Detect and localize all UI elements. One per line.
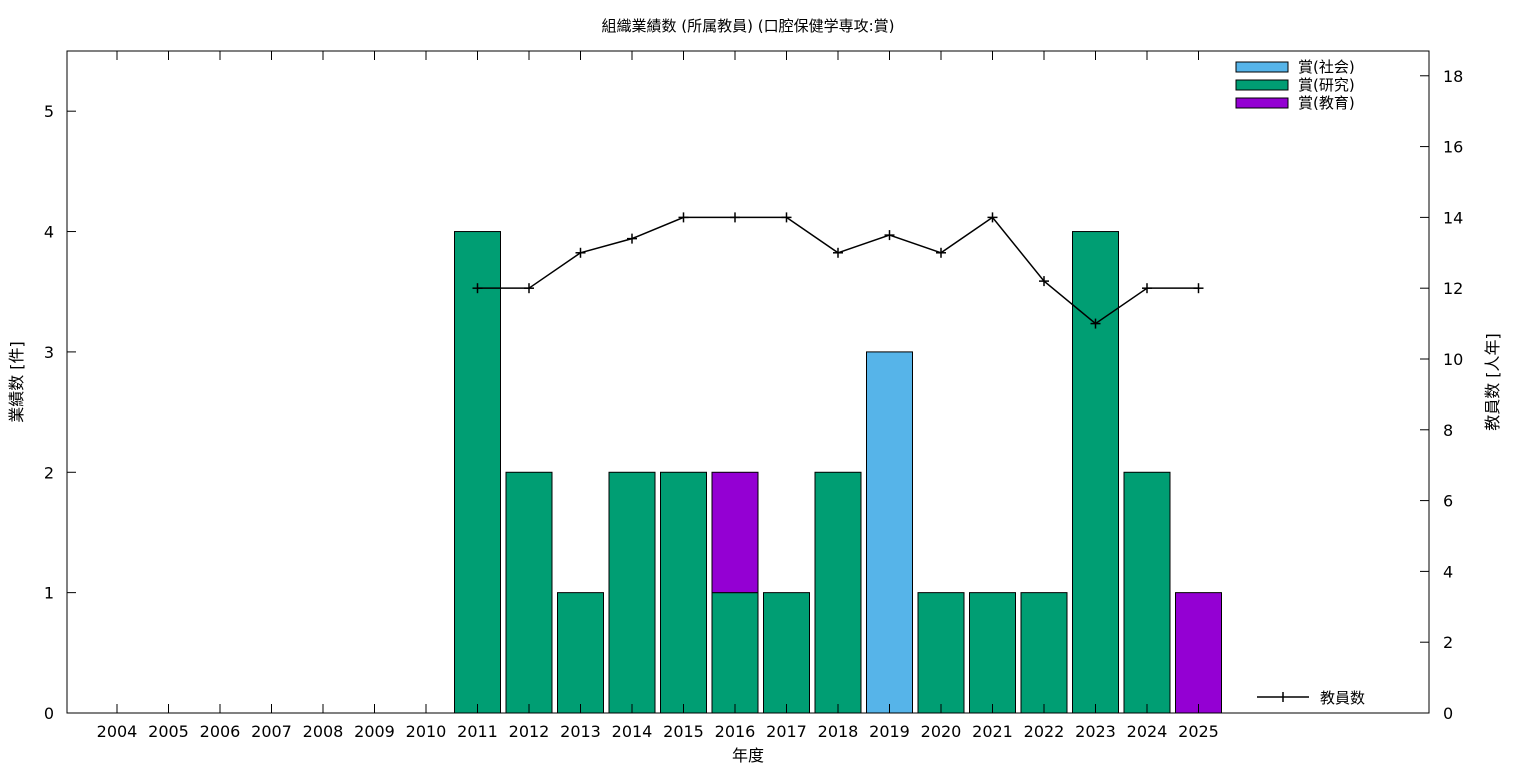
x-tick-label: 2012 [509,722,550,741]
legend-swatch-2 [1235,97,1289,109]
bar-2017-series-1 [763,592,810,714]
bar-2015-series-1 [660,471,707,714]
y-tick-labels: 0 1 2 3 4 5 [44,102,54,723]
legend-label-0: 賞(社会) [1298,58,1355,76]
x-tick-label: 2020 [921,722,962,741]
x-tick-label: 2023 [1075,722,1116,741]
y2-tick-labels: 0 2 4 6 8 10 12 14 16 18 [1443,67,1463,723]
bar-2020-series-1 [917,592,965,714]
legend-line-label: 教員数 [1320,689,1365,707]
x-tick-label: 2010 [406,722,447,741]
x-tick-label: 2007 [251,722,292,741]
x-tick-label: 2014 [612,722,653,741]
y2-tick-label: 14 [1443,208,1463,227]
staff-point-2020 [936,247,946,258]
staff-point-2014 [627,233,637,244]
staff-line-group [472,212,1204,329]
x-tick-label: 2025 [1178,722,1219,741]
x-tick-label: 2015 [663,722,704,741]
x-tick-label: 2019 [869,722,910,741]
axis-ticks [67,51,1429,714]
staff-point-2018 [833,247,843,258]
x-tick-label: 2022 [1024,722,1065,741]
y2-tick-label: 6 [1443,492,1453,511]
bar-2016-series-1 [711,592,759,714]
staff-point-2015 [678,212,689,223]
staff-point-2013 [575,247,586,258]
bar-2011-series-1 [454,231,501,714]
legend-label-2: 賞(教育) [1298,94,1355,112]
x-tick-label: 2004 [97,722,138,741]
y-tick-label: 4 [44,223,54,242]
staff-point-2017 [781,212,792,223]
y2-tick-label: 10 [1443,350,1463,369]
bar-2013-series-1 [557,592,604,714]
bar-2021-series-1 [969,592,1016,714]
y-tick-label: 3 [44,343,54,362]
plot-frame [66,50,1430,714]
x-tick-label: 2021 [972,722,1013,741]
y2-tick-label: 12 [1443,279,1463,298]
bar-2024-series-1 [1123,471,1171,714]
x-tick-label: 2016 [715,722,756,741]
y2-tick-label: 8 [1443,421,1453,440]
y-tick-label: 5 [44,102,54,121]
x-tick-label: 2011 [457,722,498,741]
bar-2014-series-1 [608,471,656,714]
x-tick-label: 2018 [818,722,859,741]
x-tick-label: 2017 [766,722,807,741]
legend-swatch-0 [1235,61,1289,73]
bar-2012-series-1 [505,471,553,714]
chart-title: 組織業績数 (所属教員) (口腔保健学専攻:賞) [602,17,895,35]
x-tick-label: 2005 [148,722,189,741]
y-tick-label: 2 [44,463,54,482]
y-axis-label: 業績数 [件] [7,341,26,423]
x-tick-label: 2008 [303,722,344,741]
staff-point-2012 [524,283,534,294]
y2-tick-label: 16 [1443,138,1463,157]
bar-2019-series-0 [866,351,913,714]
staff-point-2011 [472,283,483,294]
x-tick-label: 2024 [1127,722,1168,741]
staff-point-2025 [1193,283,1204,294]
staff-point-2019 [884,230,895,241]
y2-tick-label: 2 [1443,633,1453,652]
y-tick-label: 1 [44,584,54,603]
bar-2018-series-1 [814,471,862,714]
staff-point-2023 [1090,318,1101,329]
y2-tick-label: 4 [1443,562,1453,581]
x-tick-label: 2006 [200,722,241,741]
staff-point-2022 [1039,276,1049,287]
x-axis-label: 年度 [732,746,764,765]
staff-point-2024 [1142,283,1152,294]
bar-2025-series-2 [1175,592,1222,714]
bar-2022-series-1 [1020,592,1068,714]
y2-tick-label: 0 [1443,704,1453,723]
y2-tick-label: 18 [1443,67,1463,86]
x-tick-labels: 2004 2005 2006 2007 2008 2009 2010 2011 2012 2013… [97,722,1219,741]
x-tick-label: 2009 [354,722,395,741]
x-tick-label: 2013 [560,722,601,741]
y2-axis-label: 教員数 [人年] [1483,333,1502,431]
legend: 賞(社会)賞(研究)賞(教育) 教員数 [1235,58,1365,707]
y-tick-label: 0 [44,704,54,723]
legend-label-1: 賞(研究) [1298,76,1355,94]
staff-point-2021 [987,212,998,223]
bars-group [454,231,1222,714]
bar-2023-series-1 [1072,231,1119,714]
bar-2016-series-2 [711,471,759,594]
staff-point-2016 [730,212,740,223]
legend-swatch-1 [1235,79,1289,91]
